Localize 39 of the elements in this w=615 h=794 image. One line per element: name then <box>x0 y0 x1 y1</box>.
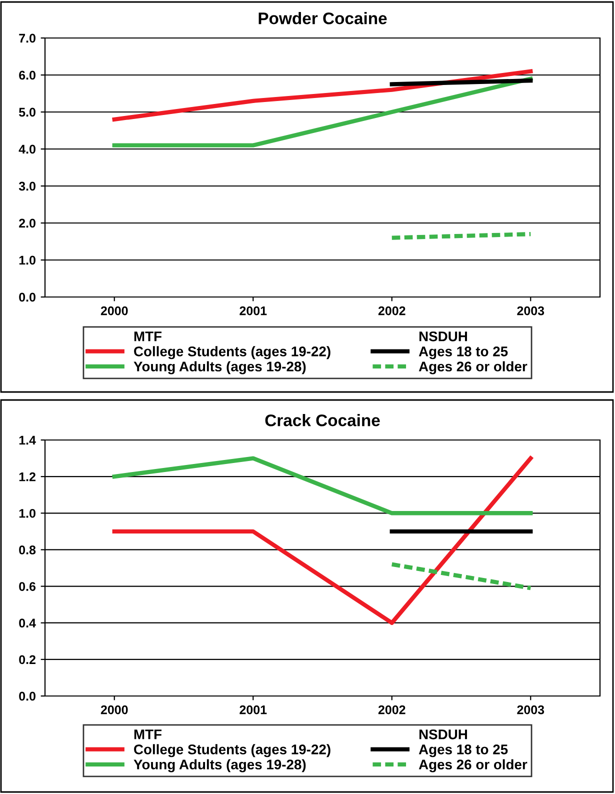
line-series <box>112 69 533 122</box>
y-tick-label: 1.2 <box>19 472 36 482</box>
x-tick-label: 2001 <box>240 306 267 316</box>
text: NSDUH <box>419 729 467 740</box>
legend-label: Ages 26 or older <box>418 361 528 374</box>
x-tick-label: 2000 <box>100 705 128 714</box>
y-tick-label: 1.4 <box>19 436 36 445</box>
y-tick-label: 2.0 <box>19 218 36 228</box>
y-tick-label: 0.0 <box>19 292 36 302</box>
text: NSDUH <box>419 331 467 342</box>
y-tick-label: 7.0 <box>19 34 36 43</box>
chart-title: Crack Cocaine <box>265 414 380 426</box>
legend-label: Ages 18 to 25 <box>418 744 508 758</box>
legend-label: Young Adults (ages 19-28) <box>134 361 306 374</box>
y-tick-label: 0.0 <box>19 692 36 701</box>
y-tick-label: 0.6 <box>19 582 36 591</box>
legend-label: College Students (ages 19-22) <box>134 346 330 360</box>
x-tick-label: 2002 <box>378 306 406 316</box>
x-tick-label: 2002 <box>378 705 406 714</box>
y-tick-label: 5.0 <box>18 108 36 117</box>
legend-label: College Students (ages 19-22) <box>134 744 330 758</box>
y-tick-label: 0.8 <box>19 546 36 554</box>
x-tick-label: 2001 <box>240 705 267 714</box>
x-tick-label: 2003 <box>517 705 544 714</box>
y-tick-label: 6.0 <box>19 70 36 80</box>
y-tick-label: 4.0 <box>18 144 36 154</box>
legend-label: Ages 18 to 25 <box>418 346 508 360</box>
y-tick-label: 1.0 <box>19 256 36 265</box>
text: MTF <box>134 730 162 740</box>
x-tick-label: 2000 <box>100 306 128 316</box>
legend-label: Young Adults (ages 19-28) <box>134 759 306 772</box>
y-tick-label: 1.0 <box>19 508 36 518</box>
y-tick-label: 0.2 <box>19 655 36 664</box>
text: MTF <box>134 332 162 342</box>
y-tick-label: 3.0 <box>18 182 36 191</box>
legend-label: Ages 26 or older <box>418 759 528 772</box>
x-tick-label: 2003 <box>517 306 544 316</box>
y-tick-label: 0.4 <box>19 618 36 628</box>
chart-title: Powder Cocaine <box>258 12 387 24</box>
